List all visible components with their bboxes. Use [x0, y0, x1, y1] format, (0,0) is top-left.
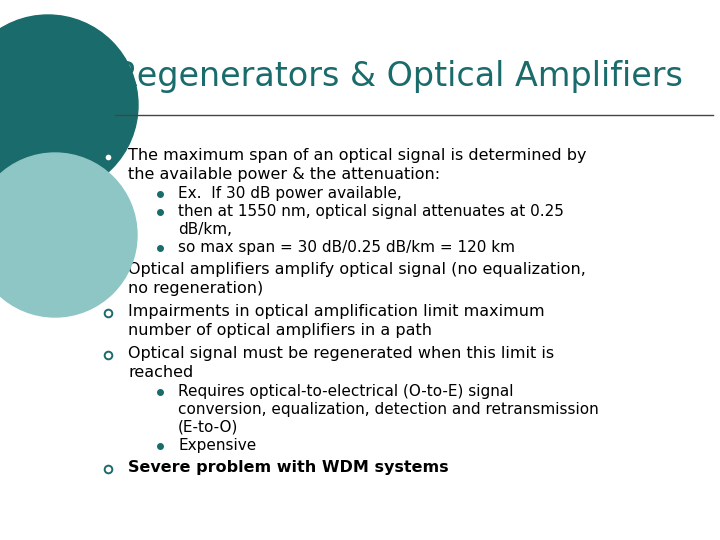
- Text: Expensive: Expensive: [178, 438, 256, 453]
- Text: Requires optical-to-electrical (O-to-E) signal: Requires optical-to-electrical (O-to-E) …: [178, 384, 513, 399]
- Text: no regeneration): no regeneration): [128, 281, 264, 296]
- Text: Ex.  If 30 dB power available,: Ex. If 30 dB power available,: [178, 186, 402, 201]
- Text: so max span = 30 dB/0.25 dB/km = 120 km: so max span = 30 dB/0.25 dB/km = 120 km: [178, 240, 515, 255]
- Text: conversion, equalization, detection and retransmission: conversion, equalization, detection and …: [178, 402, 599, 417]
- Text: dB/km,: dB/km,: [178, 222, 232, 237]
- Text: Regenerators & Optical Amplifiers: Regenerators & Optical Amplifiers: [115, 60, 683, 93]
- Text: (E-to-O): (E-to-O): [178, 420, 238, 435]
- Text: number of optical amplifiers in a path: number of optical amplifiers in a path: [128, 323, 432, 338]
- Text: The maximum span of an optical signal is determined by: The maximum span of an optical signal is…: [128, 148, 587, 163]
- Text: then at 1550 nm, optical signal attenuates at 0.25: then at 1550 nm, optical signal attenuat…: [178, 204, 564, 219]
- Text: Severe problem with WDM systems: Severe problem with WDM systems: [128, 460, 449, 475]
- Text: Optical signal must be regenerated when this limit is: Optical signal must be regenerated when …: [128, 346, 554, 361]
- Text: Impairments in optical amplification limit maximum: Impairments in optical amplification lim…: [128, 304, 544, 319]
- Text: the available power & the attenuation:: the available power & the attenuation:: [128, 167, 440, 182]
- Text: Optical amplifiers amplify optical signal (no equalization,: Optical amplifiers amplify optical signa…: [128, 262, 586, 277]
- Text: reached: reached: [128, 365, 193, 380]
